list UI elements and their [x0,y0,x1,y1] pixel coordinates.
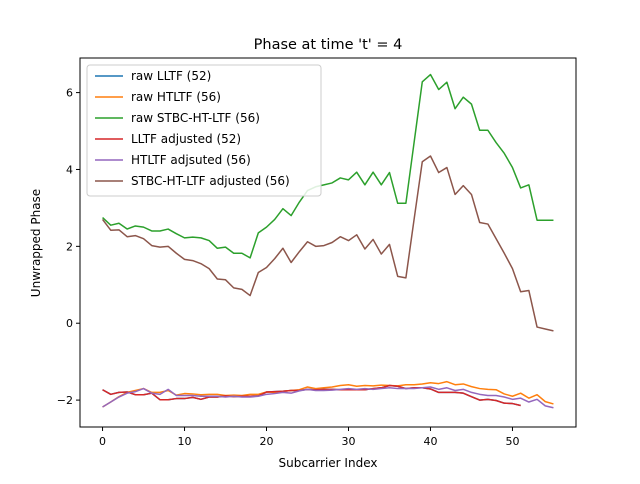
series-line-3 [102,73,554,259]
legend-label-4: LLTF adjusted (52) [131,132,241,146]
legend-label-1: raw LLTF (52) [131,69,211,83]
y-tick-label: 2 [66,240,73,253]
x-tick-label: 50 [505,435,519,448]
x-tick-label: 30 [341,435,355,448]
x-axis-label: Subcarrier Index [279,456,378,470]
y-tick-label: 0 [66,317,73,330]
x-tick-label: 20 [260,435,274,448]
series-line-6 [101,155,554,332]
legend-label-6: STBC-HT-LTF adjusted (56) [131,174,290,188]
x-tick-label: 40 [423,435,437,448]
legend-label-2: raw HTLTF (56) [131,90,221,104]
y-tick-label: 4 [66,163,73,176]
y-axis-label: Unwrapped Phase [29,189,43,297]
legend: raw LLTF (52) raw HTLTF (56) raw STBC-HT-L… [86,64,322,197]
legend-label-5: HTLTF adjsuted (56) [131,153,251,167]
legend-label-3: raw STBC-HT-LTF (56) [131,111,260,125]
legend-box [86,64,322,197]
y-tick-label: 6 [66,87,73,100]
x-tick-label: 10 [178,435,192,448]
series-line-5 [102,386,554,409]
chart-title: Phase at time 't' = 4 [254,37,403,53]
plot-frame [79,57,577,428]
series-layer [101,73,554,409]
ticks-layer: 0 10 20 30 40 50 −2 0 2 4 6 [57,87,520,448]
y-tick-label: −2 [57,394,73,407]
x-tick-label: 0 [99,435,106,448]
